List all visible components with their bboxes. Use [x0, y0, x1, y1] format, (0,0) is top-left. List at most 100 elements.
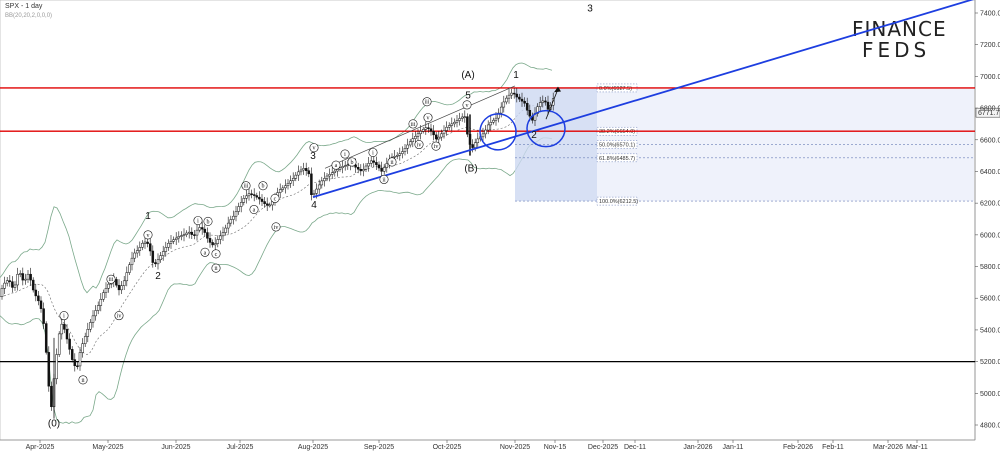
candle-body: [546, 101, 550, 110]
candle-body: [367, 163, 370, 167]
candle-body: [471, 144, 474, 148]
candle-body: [24, 278, 27, 281]
fib-level-label: 0.0%(6927.5): [599, 86, 632, 92]
price-tick-label: 7200.0: [980, 42, 1000, 49]
wave-circle: [270, 193, 280, 203]
candle-body: [502, 101, 506, 108]
candle-body: [385, 163, 389, 168]
candle-body: [164, 247, 168, 252]
candle-body: [76, 365, 79, 368]
candle-body: [325, 175, 329, 179]
wave-circle: [200, 247, 210, 257]
candle-body: [237, 206, 240, 212]
wave-circle: [78, 375, 88, 385]
candle-body: [284, 185, 287, 189]
candle-body: [260, 198, 264, 202]
fib-level-label: 50.0%(6570.1): [599, 143, 635, 149]
time-tick-label: May-2025: [92, 444, 123, 451]
wave-circle: [347, 157, 357, 167]
candle-body: [297, 171, 300, 176]
candle-body: [198, 227, 201, 231]
highlight-circle: [526, 109, 566, 148]
time-axis: Apr-2025 May-2025 Jun-2025 Jul-2025 Aug-2025…: [26, 440, 928, 451]
price-tick-label: 6400.0: [980, 169, 1000, 176]
time-tick-label: Apr-2025: [26, 444, 55, 451]
logo-line-2: FEDS: [862, 38, 930, 62]
candle-body: [185, 232, 188, 235]
candle-body: [216, 239, 220, 244]
wave-circle-label: c: [215, 252, 218, 258]
chart-title: SPX - 1 day: [5, 3, 43, 10]
candle-body: [354, 164, 357, 168]
price-tick-label: 5000.0: [980, 391, 1000, 398]
price-axis: 4800.0 5000.0 5200.0 5400.0 5600.0 5800.0 6000…: [975, 11, 1000, 430]
candle-body: [57, 333, 61, 355]
candle-body: [229, 219, 233, 224]
wave-circle: [241, 181, 251, 191]
wave-circle-label: ii: [390, 160, 394, 166]
candle-body: [70, 349, 74, 360]
time-tick-label: Jan-2026: [683, 444, 712, 451]
wave-label: 4: [311, 200, 317, 211]
candle-body: [195, 229, 199, 236]
candle-body: [497, 112, 500, 119]
fib-level-label: 61.8%(6485.7): [599, 156, 635, 162]
candle-body: [180, 235, 183, 237]
candle-body: [174, 237, 178, 240]
candle-body: [312, 193, 316, 195]
wave-label: (A): [461, 70, 474, 81]
candle-body: [356, 166, 360, 170]
wave-circle: [340, 149, 350, 159]
wave-circle-label: v: [466, 103, 469, 109]
fib-level-label: 100.0%(6212.5): [599, 199, 638, 205]
current-price-tag: [975, 107, 1000, 118]
candle-body: [364, 165, 368, 170]
candle-body: [403, 148, 407, 152]
candle-body: [0, 288, 4, 297]
candle-body: [476, 138, 480, 143]
candle-body: [247, 193, 251, 197]
candle-body: [263, 201, 266, 204]
candle-body: [31, 279, 35, 291]
candle-body: [21, 273, 25, 281]
fib-label-box: [596, 140, 638, 149]
candle-body: [362, 169, 365, 172]
candle-body: [50, 385, 53, 408]
candle-body: [130, 257, 134, 266]
wave-circle-label: b: [351, 160, 354, 166]
candle-body: [226, 222, 230, 229]
candle-body: [44, 323, 48, 353]
wave-circle: [211, 249, 221, 259]
candle-body: [538, 102, 542, 107]
time-tick-label: Aug-2025: [298, 444, 328, 451]
rising-trendline: [312, 0, 974, 198]
horizontal-levels: [0, 87, 975, 363]
candle-body: [219, 235, 222, 240]
candle-body: [151, 250, 155, 263]
time-tick-label: Dec-11: [624, 444, 646, 451]
candle-body: [406, 144, 409, 149]
fib-level-label: 38.2%(6654.0): [599, 129, 635, 135]
time-tick-label: Mar-11: [906, 444, 928, 451]
candle-body: [156, 259, 160, 265]
candle-body: [343, 165, 347, 167]
candle-body: [411, 138, 415, 142]
wave-circle: [431, 141, 441, 151]
candle-body: [169, 241, 173, 244]
candle-body: [310, 173, 313, 195]
candle-body: [486, 124, 490, 131]
candle-body: [154, 262, 157, 265]
wave-circle-label: i: [63, 314, 65, 320]
candle-body: [302, 168, 305, 171]
wave-circle: [59, 311, 69, 321]
price-tick-label: 5200.0: [980, 359, 1000, 366]
candle-body: [484, 129, 487, 135]
wave-circle-label: a: [335, 163, 338, 169]
price-tick-label: 7000.0: [980, 74, 1000, 81]
wave-circle-label: v: [147, 233, 150, 239]
candle-body: [138, 247, 142, 251]
candle-body: [268, 204, 272, 207]
candle-body: [458, 118, 461, 121]
candle-body: [541, 100, 545, 103]
wave-circle: [422, 97, 432, 107]
